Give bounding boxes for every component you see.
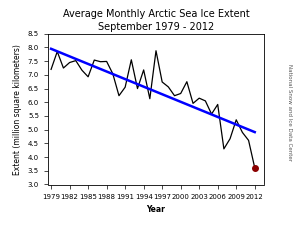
Title: Average Monthly Arctic Sea Ice Extent
September 1979 - 2012: Average Monthly Arctic Sea Ice Extent Se… — [63, 9, 249, 32]
X-axis label: Year: Year — [147, 205, 165, 214]
Y-axis label: Extent (million square kilometers): Extent (million square kilometers) — [13, 44, 22, 175]
Text: National Snow and Ice Data Center: National Snow and Ice Data Center — [287, 64, 292, 161]
